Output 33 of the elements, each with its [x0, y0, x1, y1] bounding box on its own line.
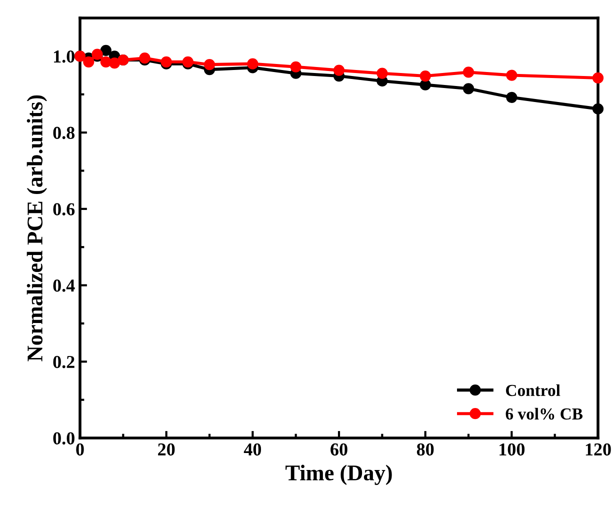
point — [462, 66, 474, 78]
y-axis-title: Normalized PCE (arb.units) — [26, 95, 48, 362]
x-tick-label: 20 — [158, 443, 175, 456]
point — [83, 56, 94, 68]
point — [108, 58, 120, 69]
x-tick-label: 120 — [586, 443, 611, 456]
y-tick-label: 0.0 — [53, 432, 74, 445]
point — [592, 103, 604, 114]
y-tick-label: 1.0 — [54, 50, 74, 63]
x-axis-title: Time (Day) — [286, 464, 392, 486]
point — [506, 70, 518, 81]
point — [333, 64, 345, 76]
point — [506, 92, 518, 103]
x-tick-label: 100 — [500, 443, 525, 456]
y-tick-label: 0.4 — [53, 280, 75, 292]
legend-label: 6 vol% CB — [506, 408, 583, 420]
point — [204, 59, 216, 70]
y-tick-label: 0.6 — [53, 203, 75, 216]
x-tick-label: 40 — [244, 443, 262, 456]
x-tick-label: 80 — [416, 443, 434, 456]
point — [376, 68, 388, 79]
point — [290, 61, 302, 72]
point — [247, 58, 258, 70]
point — [592, 72, 604, 84]
legend-label: Control — [506, 384, 560, 396]
point — [100, 44, 112, 56]
x-tick-label: 0 — [76, 443, 84, 456]
y-tick-label: 0.8 — [53, 126, 75, 140]
y-tick-label: 0.2 — [53, 356, 74, 368]
point — [420, 79, 431, 90]
point — [462, 83, 474, 94]
x-tick-label: 60 — [330, 443, 348, 456]
point — [420, 70, 431, 82]
